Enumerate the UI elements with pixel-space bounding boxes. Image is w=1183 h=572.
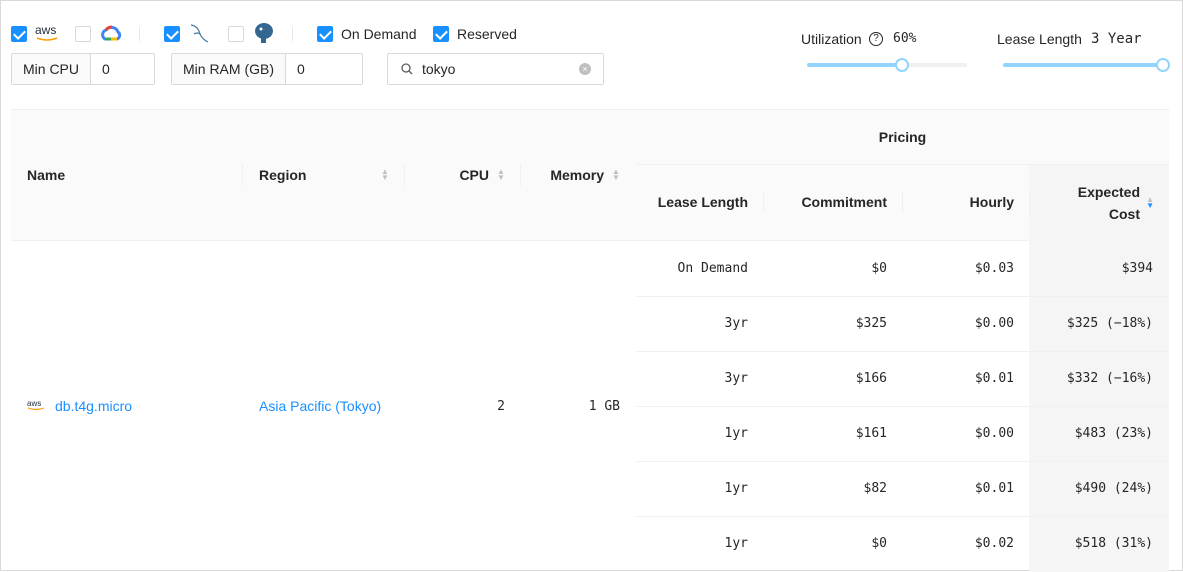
memory-value: 1 GB (588, 399, 620, 414)
help-icon[interactable]: ? (869, 32, 883, 46)
pricing-hourly-cell: $0.01 (974, 481, 1014, 496)
lease-length-value: 3 Year (1091, 31, 1142, 47)
on-demand-checkbox[interactable] (317, 26, 333, 42)
aws-logo-icon: aws (35, 23, 58, 41)
aws-logo-icon: aws (27, 399, 45, 411)
header-name-label: Name (27, 167, 66, 183)
pricing-hourly-cell: $0.01 (974, 371, 1014, 386)
pricing-expected-cell: $483 (23%) (1074, 426, 1153, 441)
search-input[interactable]: tokyo × (387, 53, 604, 85)
search-value: tokyo (422, 61, 456, 77)
pricing-lease-cell: On Demand (677, 261, 748, 276)
pricing-expected-cell: $325 (−18%) (1066, 316, 1153, 331)
reserved-checkbox[interactable] (433, 26, 449, 42)
row-divider (636, 351, 1169, 352)
reserved-label: Reserved (457, 26, 517, 42)
min-cpu-label: Min CPU (12, 54, 92, 84)
sort-icon: ▲ ▼ (381, 167, 389, 182)
pricing-lease-cell: 1yr (724, 426, 748, 441)
header-expected-cost-label-1: Expected (1077, 184, 1140, 200)
pricing-commitment-cell: $0 (871, 536, 887, 551)
header-expected-cost[interactable]: Expected Cost ▲ ▼ (1029, 181, 1154, 225)
pricing-lease-cell: 3yr (724, 371, 748, 386)
header-cpu-label: CPU (459, 167, 489, 183)
search-icon (401, 63, 413, 75)
expected-cost-column-bg (1029, 164, 1169, 572)
pricing-lease-cell: 1yr (724, 536, 748, 551)
header-pricing-label: Pricing (878, 129, 927, 145)
min-cpu-input[interactable]: 0 (102, 61, 110, 77)
sort-icon: ▲ ▼ (612, 167, 620, 182)
header-memory-label: Memory (550, 167, 604, 183)
sort-icon: ▲ ▼ (1146, 195, 1154, 210)
on-demand-label: On Demand (341, 26, 417, 42)
header-commitment: Commitment (763, 194, 887, 210)
header-name: Name (27, 167, 65, 183)
utilization-slider-handle[interactable] (895, 58, 909, 72)
pricing-expected-cell: $518 (31%) (1074, 536, 1153, 551)
header-region[interactable]: Region ▲ ▼ (259, 167, 389, 183)
row-divider (636, 461, 1169, 462)
min-ram-label: Min RAM (GB) (172, 54, 286, 84)
lease-length-slider-track[interactable] (1003, 63, 1163, 67)
row-divider (636, 516, 1169, 517)
table-header (11, 109, 1169, 241)
cpu-value: 2 (497, 399, 505, 414)
svg-text:aws: aws (27, 399, 41, 408)
mysql-checkbox[interactable] (164, 26, 180, 42)
min-ram-input-group: Min RAM (GB) 0 (171, 53, 363, 85)
utilization-value: 60% (893, 31, 917, 46)
pricing-hourly-cell: $0.00 (974, 426, 1014, 441)
utilization-label: Utilization (801, 31, 862, 47)
lease-length-slider-handle[interactable] (1156, 58, 1170, 72)
aws-checkbox[interactable] (11, 26, 27, 42)
pricing-commitment-cell: $82 (863, 481, 887, 496)
pricing-commitment-cell: $0 (871, 261, 887, 276)
pricing-lease-cell: 1yr (724, 481, 748, 496)
gcp-checkbox[interactable] (75, 26, 91, 42)
header-memory[interactable]: Memory ▲ ▼ (531, 167, 620, 183)
pricing-expected-cell: $490 (24%) (1074, 481, 1153, 496)
pricing-commitment-cell: $161 (855, 426, 887, 441)
pricing-commitment-cell: $166 (855, 371, 887, 386)
row-divider (636, 296, 1169, 297)
header-hourly: Hourly (902, 194, 1014, 210)
aws-logo-text: aws (35, 23, 57, 37)
header-lease-length: Lease Length (636, 194, 748, 210)
header-expected-cost-label-2: Cost (1108, 206, 1140, 222)
pricing-lease-cell: 3yr (724, 316, 748, 331)
instance-name-link[interactable]: db.t4g.micro (55, 398, 133, 414)
google-cloud-icon (101, 25, 122, 41)
postgresql-checkbox[interactable] (228, 26, 244, 42)
row-divider (636, 406, 1169, 407)
clear-search-icon[interactable]: × (579, 63, 591, 75)
postgresql-elephant-icon (255, 23, 273, 43)
region-link[interactable]: Asia Pacific (Tokyo) (259, 398, 382, 414)
pricing-hourly-cell: $0.03 (974, 261, 1014, 276)
header-commitment-label: Commitment (801, 194, 887, 210)
lease-length-label: Lease Length (997, 31, 1082, 47)
header-lease-length-label: Lease Length (657, 194, 748, 210)
utilization-slider-fill (807, 63, 902, 67)
pricing-hourly-cell: $0.00 (974, 316, 1014, 331)
pricing-commitment-cell: $325 (855, 316, 887, 331)
sort-icon: ▲ ▼ (497, 167, 505, 182)
pricing-hourly-cell: $0.02 (974, 536, 1014, 551)
pricing-expected-cell: $332 (−16%) (1066, 371, 1153, 386)
min-ram-input[interactable]: 0 (297, 61, 305, 77)
header-cpu[interactable]: CPU ▲ ▼ (421, 167, 505, 183)
pricing-expected-cell: $394 (1121, 261, 1153, 276)
header-region-label: Region (259, 167, 307, 183)
mysql-dolphin-icon (190, 24, 209, 43)
header-pricing: Pricing (636, 129, 1169, 145)
min-cpu-input-group: Min CPU 0 (11, 53, 155, 85)
header-hourly-label: Hourly (969, 194, 1014, 210)
